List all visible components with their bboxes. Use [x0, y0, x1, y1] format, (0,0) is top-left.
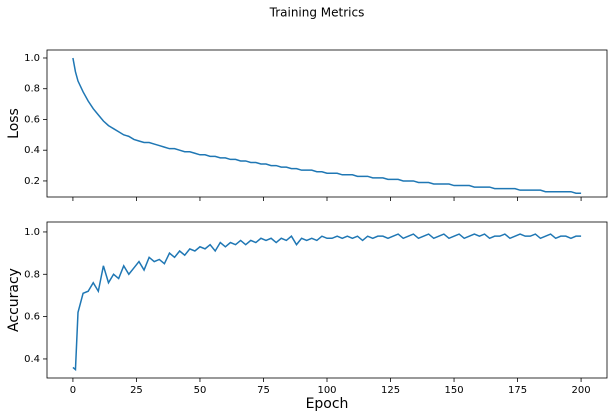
chart-title: Training Metrics	[269, 6, 365, 20]
y-tick-label: 1.0	[24, 53, 40, 64]
x-tick-label: 150	[444, 385, 463, 396]
y-tick-label: 0.8	[24, 269, 40, 280]
y-tick-label: 0.6	[24, 312, 40, 323]
x-tick-label: 25	[130, 385, 143, 396]
y-axis-label: Loss	[6, 108, 22, 139]
x-tick-label: 125	[381, 385, 400, 396]
y-tick-label: 0.4	[24, 145, 40, 156]
y-tick-label: 0.2	[24, 176, 40, 187]
x-tick-label: 50	[194, 385, 207, 396]
x-tick-label: 75	[257, 385, 270, 396]
y-tick-label: 0.8	[24, 84, 40, 95]
y-axis-label: Accuracy	[6, 268, 22, 332]
y-tick-label: 0.4	[24, 354, 40, 365]
x-axis-label: Epoch	[306, 396, 349, 412]
y-tick-label: 0.6	[24, 114, 40, 125]
x-tick-label: 100	[317, 385, 336, 396]
plot-frame	[46, 221, 608, 379]
data-line	[72, 57, 582, 194]
x-tick-label: 200	[572, 385, 591, 396]
x-tick-label: 0	[70, 385, 76, 396]
data-line	[72, 233, 582, 372]
plot-frame	[46, 49, 608, 198]
x-tick-label: 175	[508, 385, 527, 396]
y-tick-label: 1.0	[24, 227, 40, 238]
